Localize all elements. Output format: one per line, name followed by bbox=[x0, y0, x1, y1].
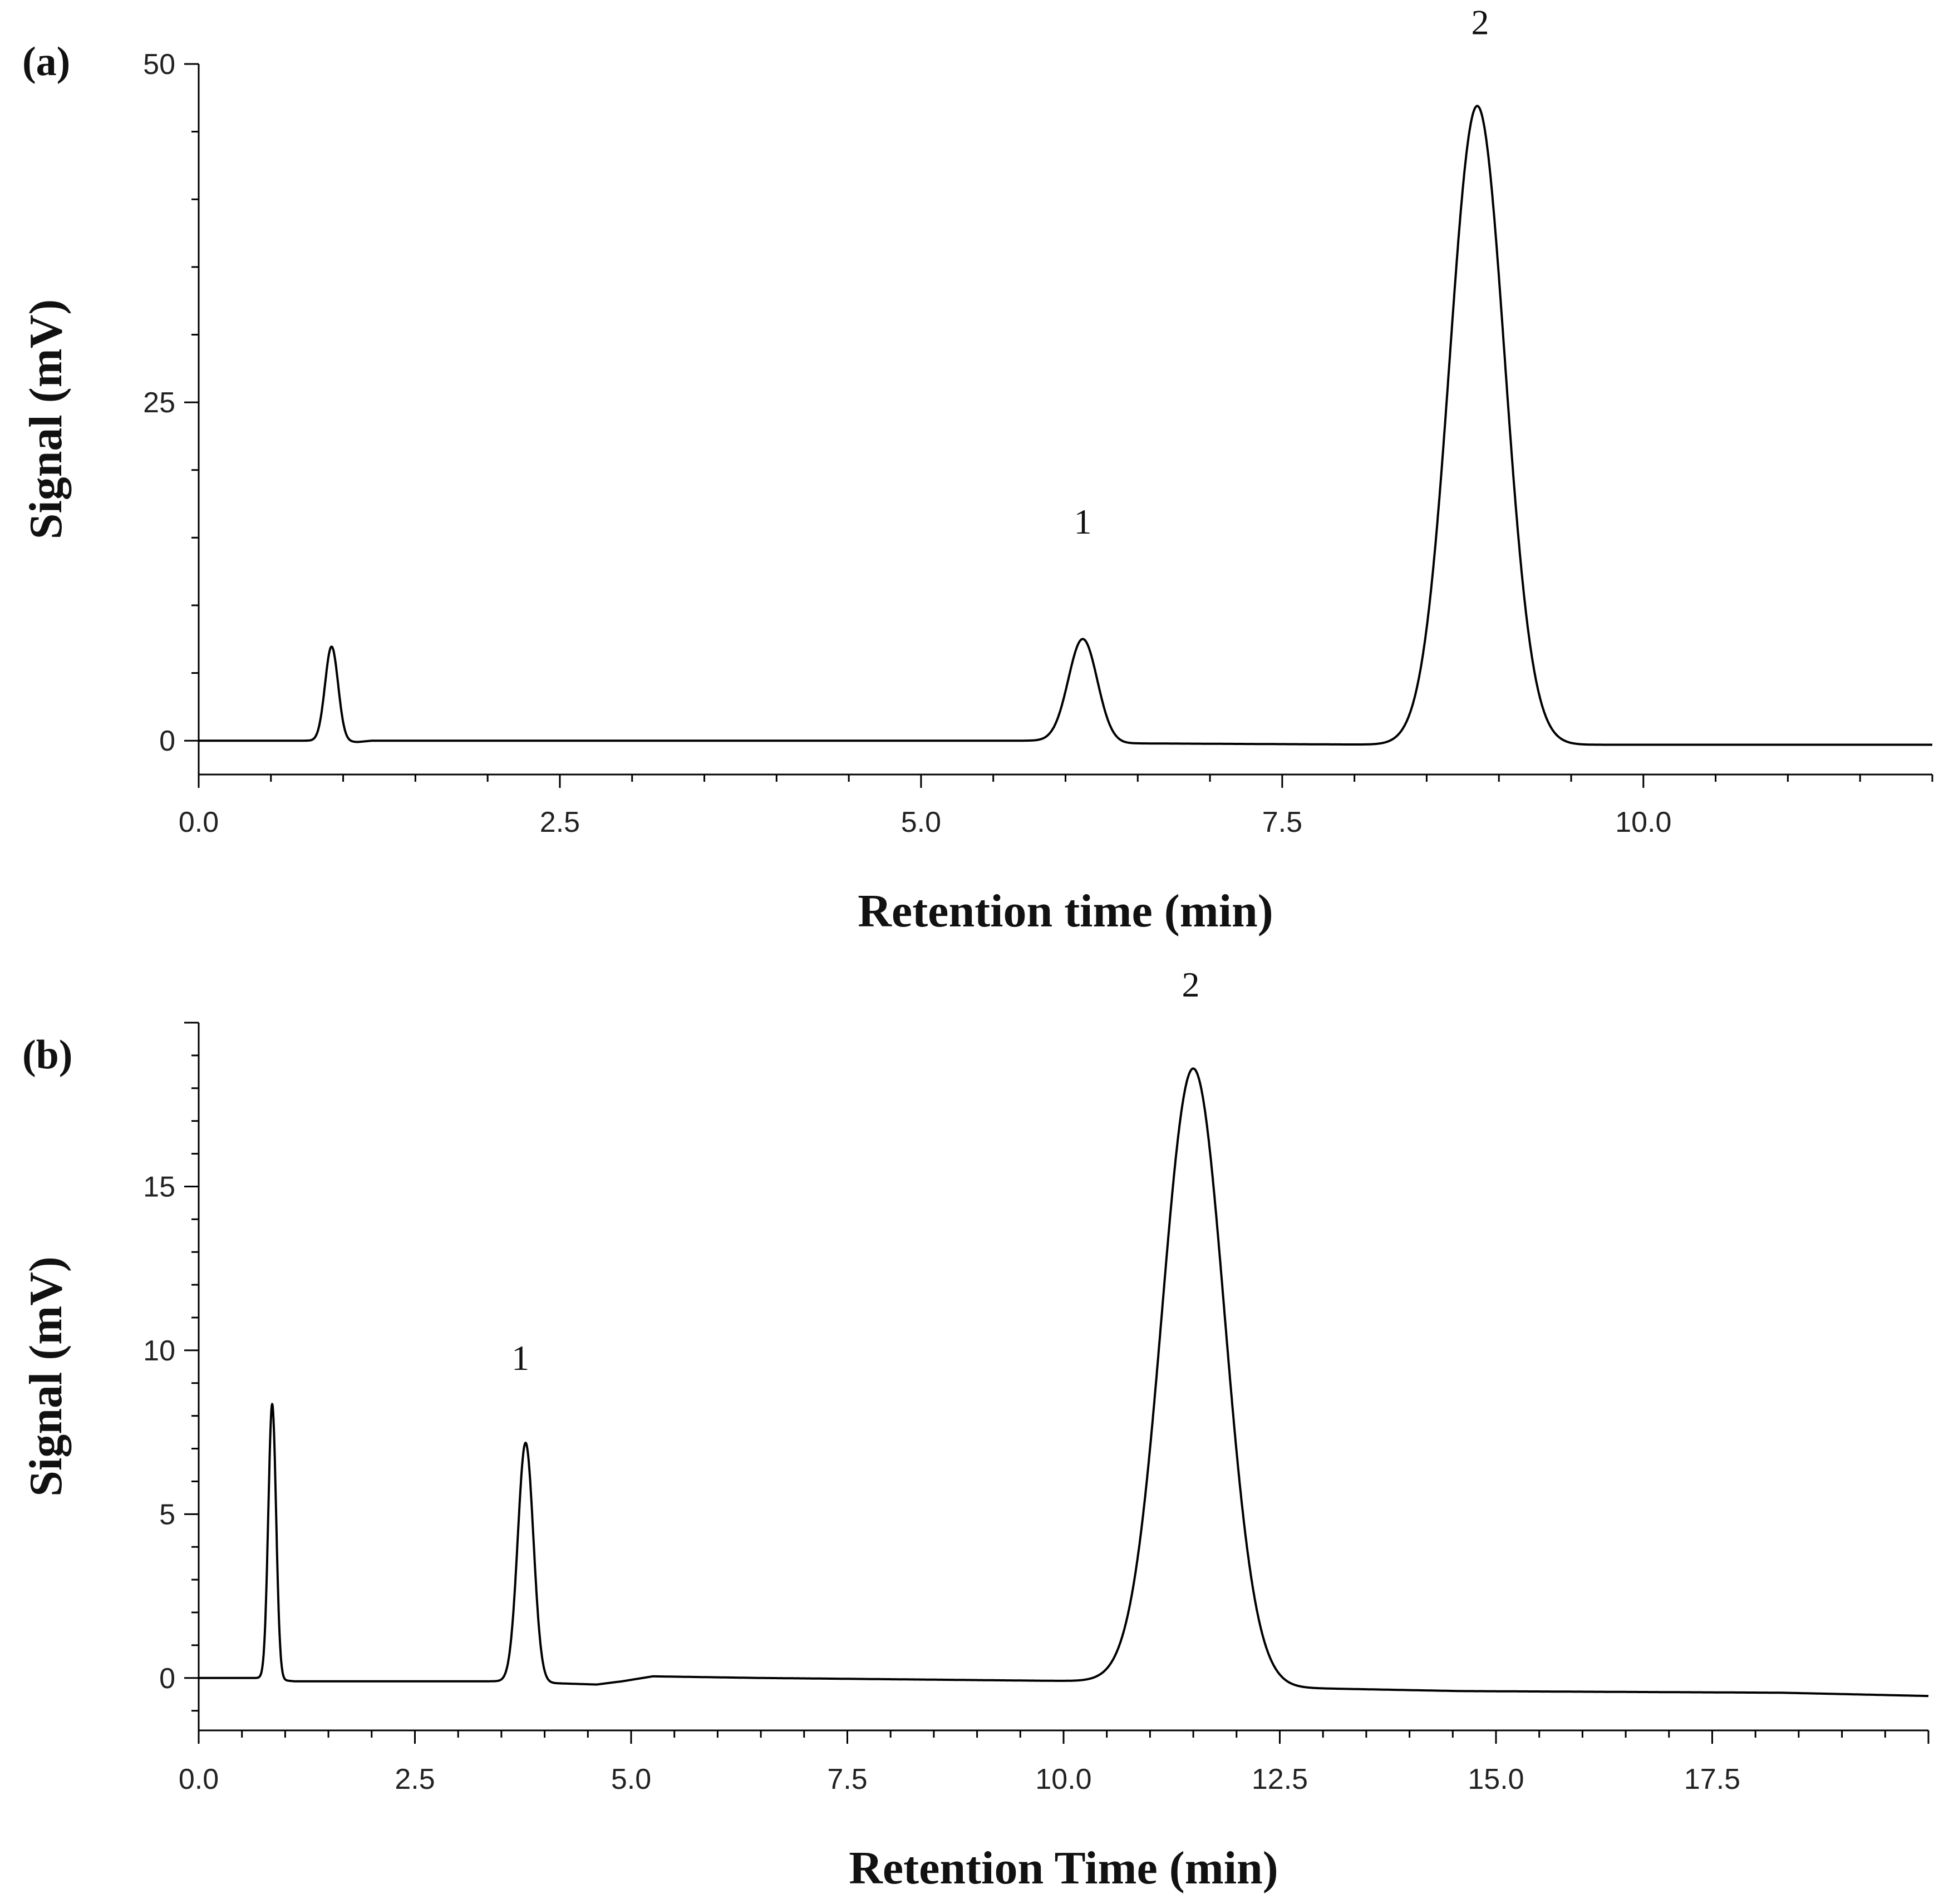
x-tick-label: 7.5 bbox=[827, 1763, 867, 1796]
chromatogram-trace bbox=[198, 105, 1933, 746]
y-tick-label: 25 bbox=[143, 387, 175, 419]
peak-label: 1 bbox=[511, 1338, 529, 1378]
y-tick-label: 0 bbox=[159, 725, 175, 757]
x-tick-label: 0.0 bbox=[179, 1763, 219, 1796]
y-axis-title: Signal (mV) bbox=[20, 1256, 72, 1497]
x-tick-label: 5.0 bbox=[901, 806, 941, 838]
panel-b: 0.0 2.5 5.0 7.5 10.0 12.5 15.0 17.5 0 5 10 15 Retent… bbox=[20, 965, 1930, 1894]
y-axis-title: Signal (mV) bbox=[20, 299, 72, 540]
chromatogram-trace bbox=[198, 1067, 1930, 1698]
x-tick-label: 15.0 bbox=[1468, 1763, 1524, 1796]
x-axis-title: Retention Time (min) bbox=[849, 1842, 1278, 1894]
y-tick-label: 50 bbox=[143, 48, 175, 81]
x-tick-label: 2.5 bbox=[540, 806, 580, 838]
x-tick-label: 12.5 bbox=[1252, 1763, 1308, 1796]
panel-label: (b) bbox=[22, 1032, 72, 1078]
panel-a: 0.0 2.5 5.0 7.5 10.0 0 25 50 Retention time (min… bbox=[20, 2, 1933, 937]
x-tick-label: 10.0 bbox=[1615, 806, 1671, 838]
y-tick-label: 5 bbox=[159, 1498, 175, 1531]
peak-label: 1 bbox=[1074, 502, 1092, 541]
x-tick-label: 10.0 bbox=[1035, 1763, 1091, 1796]
peak-label: 2 bbox=[1472, 2, 1489, 42]
panel-label: (a) bbox=[22, 39, 70, 85]
x-tick-label: 2.5 bbox=[395, 1763, 435, 1796]
peak-label: 2 bbox=[1182, 965, 1199, 1004]
x-axis-title: Retention time (min) bbox=[858, 885, 1273, 937]
y-tick-label: 10 bbox=[143, 1335, 175, 1367]
y-tick-label: 0 bbox=[159, 1663, 175, 1695]
x-tick-label: 7.5 bbox=[1262, 806, 1302, 838]
y-tick-label: 15 bbox=[143, 1171, 175, 1203]
x-tick-label: 5.0 bbox=[611, 1763, 651, 1796]
x-tick-label: 0.0 bbox=[179, 806, 219, 838]
x-tick-label: 17.5 bbox=[1684, 1763, 1740, 1796]
